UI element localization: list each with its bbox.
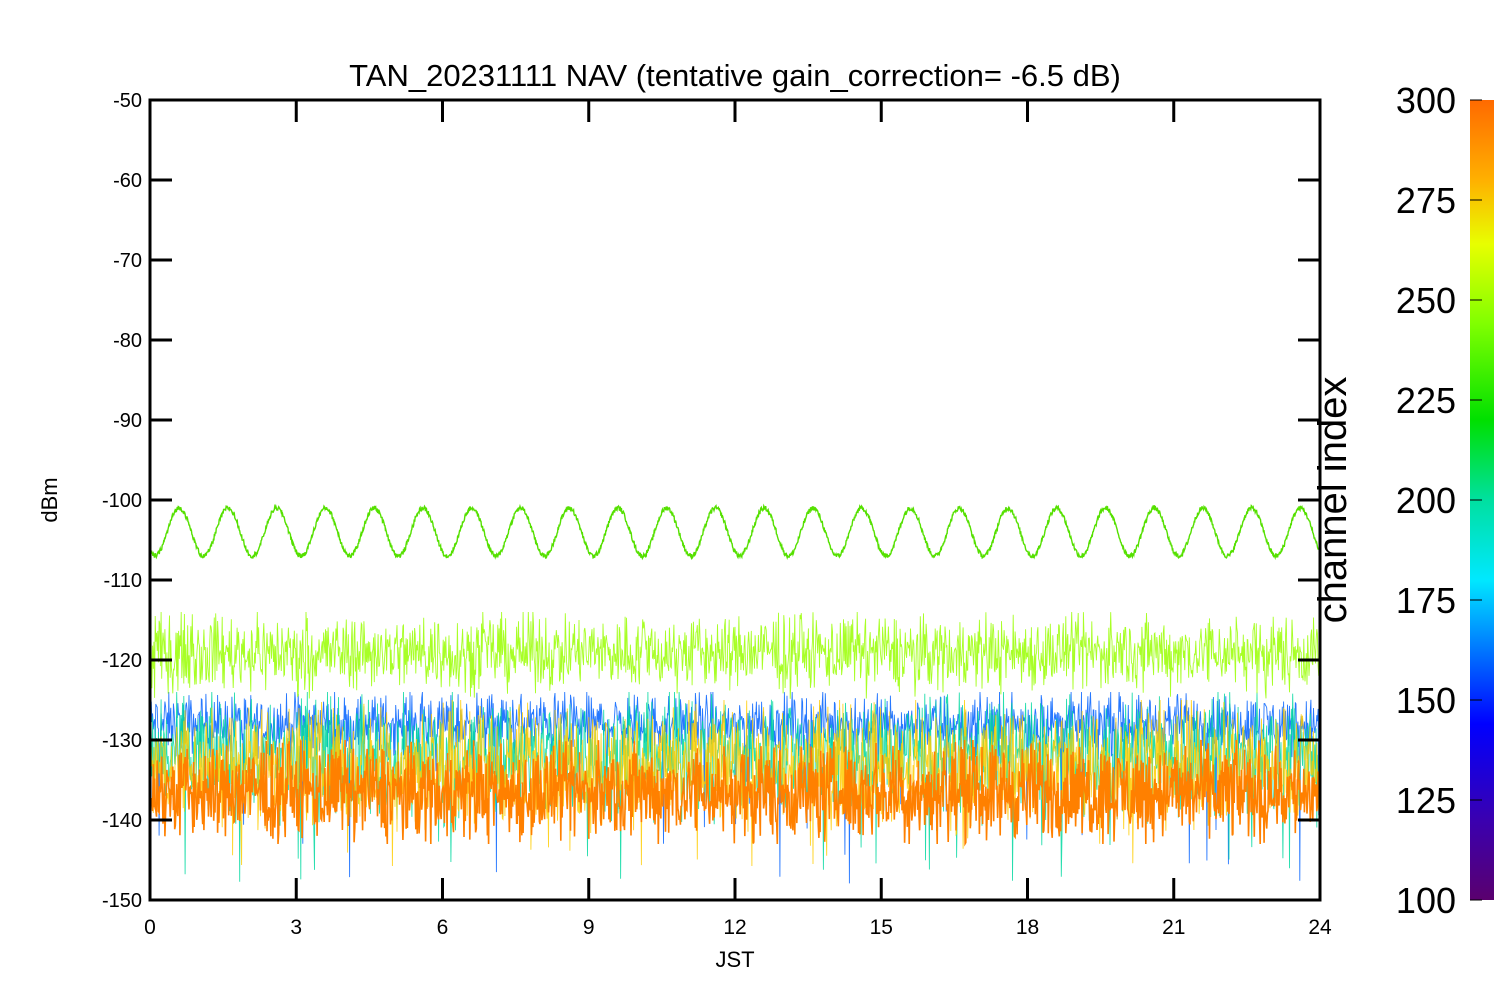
colorbar-tick-label: 125 <box>1396 780 1456 821</box>
y-tick-label: -120 <box>102 650 142 672</box>
x-tick-label: 0 <box>144 916 156 939</box>
y-tick-label: -80 <box>113 330 142 352</box>
y-tick-label: -100 <box>102 490 142 512</box>
colorbar-tick-label: 225 <box>1396 380 1456 421</box>
data-layer <box>150 503 1320 884</box>
series-line-sinusoid <box>150 503 1320 561</box>
colorbar-label: channel index <box>1311 377 1355 624</box>
y-tick-label: -130 <box>102 730 142 752</box>
x-tick-label: 9 <box>583 916 595 939</box>
y-tick-label: -70 <box>113 250 142 272</box>
x-tick-label: 18 <box>1016 916 1039 939</box>
colorbar-tick-label: 300 <box>1396 80 1456 121</box>
x-axis: 0 3 6 9 12 15 18 21 24 <box>144 100 1332 939</box>
y-tick-label: -50 <box>113 90 142 112</box>
y-tick-label: -60 <box>113 170 142 192</box>
x-tick-label: 24 <box>1308 916 1332 939</box>
y-tick-label: -90 <box>113 410 142 432</box>
x-tick-label: 6 <box>437 916 449 939</box>
y-tick-label: -110 <box>103 570 142 592</box>
y-axis-label: dBm <box>37 477 62 522</box>
colorbar-tick-label: 275 <box>1396 180 1456 221</box>
series-line-band <box>150 611 1320 699</box>
x-tick-label: 12 <box>723 916 746 939</box>
colorbar-ticks: 100 125 150 175 200 225 250 275 300 <box>1396 80 1482 921</box>
x-axis-label: JST <box>715 947 754 972</box>
x-tick-label: 21 <box>1162 916 1185 939</box>
series-line-band <box>150 739 1320 847</box>
y-tick-label: -150 <box>102 890 142 912</box>
y-axis: -50 -60 -70 -80 -90 -100 -110 -120 -130 -140 -150 <box>102 90 1320 912</box>
colorbar-tick-label: 175 <box>1396 580 1456 621</box>
y-tick-label: -140 <box>102 810 142 832</box>
x-tick-label: 3 <box>290 916 302 939</box>
chart-title: TAN_20231111 NAV (tentative gain_correct… <box>349 58 1121 93</box>
colorbar-tick-label: 150 <box>1396 680 1456 721</box>
colorbar-tick-label: 250 <box>1396 280 1456 321</box>
colorbar-tick-label: 100 <box>1396 880 1456 921</box>
colorbar-tick-label: 200 <box>1396 480 1456 521</box>
x-tick-label: 15 <box>870 916 893 939</box>
